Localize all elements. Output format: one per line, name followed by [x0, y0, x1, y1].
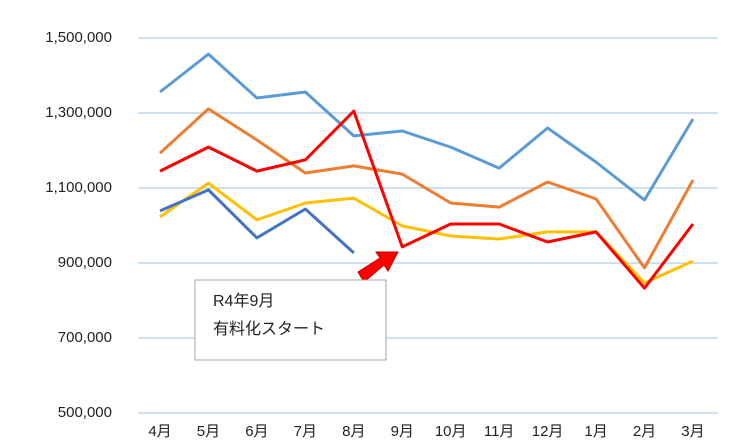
- series-line: [158, 107, 695, 270]
- y-tick-label: 900,000: [58, 254, 112, 271]
- series-line: [159, 181, 694, 285]
- series-line: [159, 109, 695, 290]
- annotation-line: R4年9月: [213, 292, 274, 310]
- y-tick-label: 500,000: [58, 404, 112, 421]
- x-tick-label: 9月: [391, 423, 414, 440]
- y-tick-label: 1,500,000: [45, 29, 112, 46]
- x-tick-label: 12月: [532, 423, 564, 440]
- y-tick-label: 1,300,000: [45, 104, 112, 121]
- x-tick-label: 2月: [633, 423, 656, 440]
- y-tick-label: 1,100,000: [45, 179, 112, 196]
- series-line: [159, 188, 355, 254]
- annotation-box: [194, 279, 387, 361]
- x-tick-label: 11月: [484, 423, 515, 440]
- arrow: [357, 251, 399, 283]
- x-tick-label: 10月: [435, 423, 467, 440]
- annotation-line: 有料化スタート: [213, 320, 325, 338]
- x-tick-label: 4月: [148, 423, 171, 440]
- x-tick-label: 1月: [584, 423, 607, 440]
- lines: [158, 52, 695, 290]
- series-line: [159, 52, 695, 202]
- x-tick-label: 5月: [197, 423, 220, 440]
- y-tick-label: 700,000: [58, 329, 112, 346]
- x-tick-label: 8月: [342, 423, 365, 440]
- x-tick-label: 3月: [681, 423, 704, 440]
- x-tick-label: 6月: [245, 423, 268, 440]
- x-tick-label: 7月: [294, 423, 317, 440]
